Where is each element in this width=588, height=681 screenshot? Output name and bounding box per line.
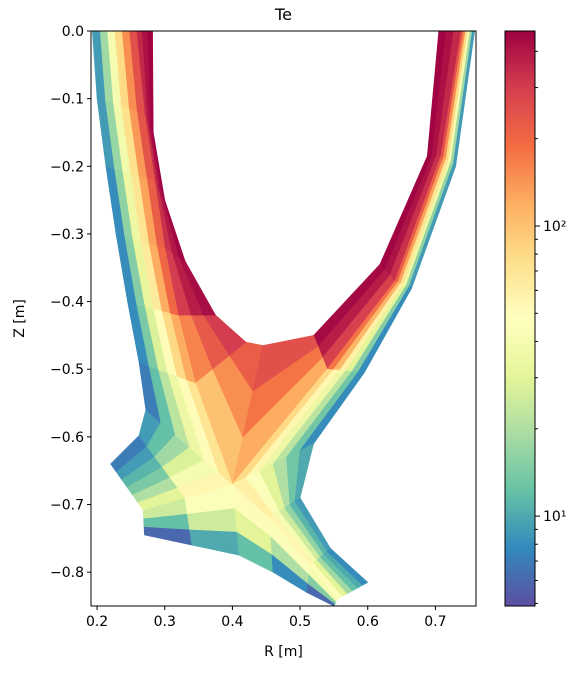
mesh-cell — [141, 31, 151, 127]
mesh-cell — [146, 31, 154, 133]
x-tick-label: 0.4 — [221, 614, 243, 630]
y-tick-label: −0.3 — [50, 227, 84, 243]
mesh-cell — [92, 31, 106, 102]
mesh-cell — [99, 31, 114, 104]
mesh-cell — [128, 31, 145, 113]
chart-title: Te — [274, 5, 292, 24]
axes-frame — [90, 30, 477, 607]
colorbar-tick-label: 10¹ — [543, 509, 566, 525]
x-tick-label: 0.7 — [424, 614, 446, 630]
y-tick-label: −0.2 — [50, 159, 84, 175]
x-tick-label: 0.3 — [154, 614, 176, 630]
y-axis-label: Z [m] — [12, 299, 28, 338]
mesh-cell — [326, 548, 369, 586]
mesh-cell — [136, 31, 148, 120]
x-tick-label: 0.5 — [289, 614, 311, 630]
colorbar — [504, 30, 536, 607]
y-tick-label: −0.1 — [50, 92, 84, 108]
mesh-cell — [143, 526, 193, 546]
x-tick-label: 0.2 — [86, 614, 108, 630]
y-tick-label: −0.8 — [50, 565, 84, 581]
y-tick-label: −0.5 — [50, 362, 84, 378]
x-axis-label: R [m] — [264, 644, 303, 660]
mesh-cell — [121, 31, 137, 111]
y-tick-label: −0.4 — [50, 295, 84, 311]
y-tick-label: −0.6 — [50, 430, 84, 446]
mesh-cell — [189, 529, 240, 556]
x-tick-label: 0.6 — [357, 614, 379, 630]
mesh-cell — [106, 31, 122, 106]
mesh — [92, 31, 475, 606]
y-tick-label: 0.0 — [62, 24, 84, 40]
mesh-cell — [114, 31, 129, 108]
colorbar-tick-label: 10² — [543, 219, 566, 235]
y-tick-label: −0.7 — [50, 498, 84, 514]
